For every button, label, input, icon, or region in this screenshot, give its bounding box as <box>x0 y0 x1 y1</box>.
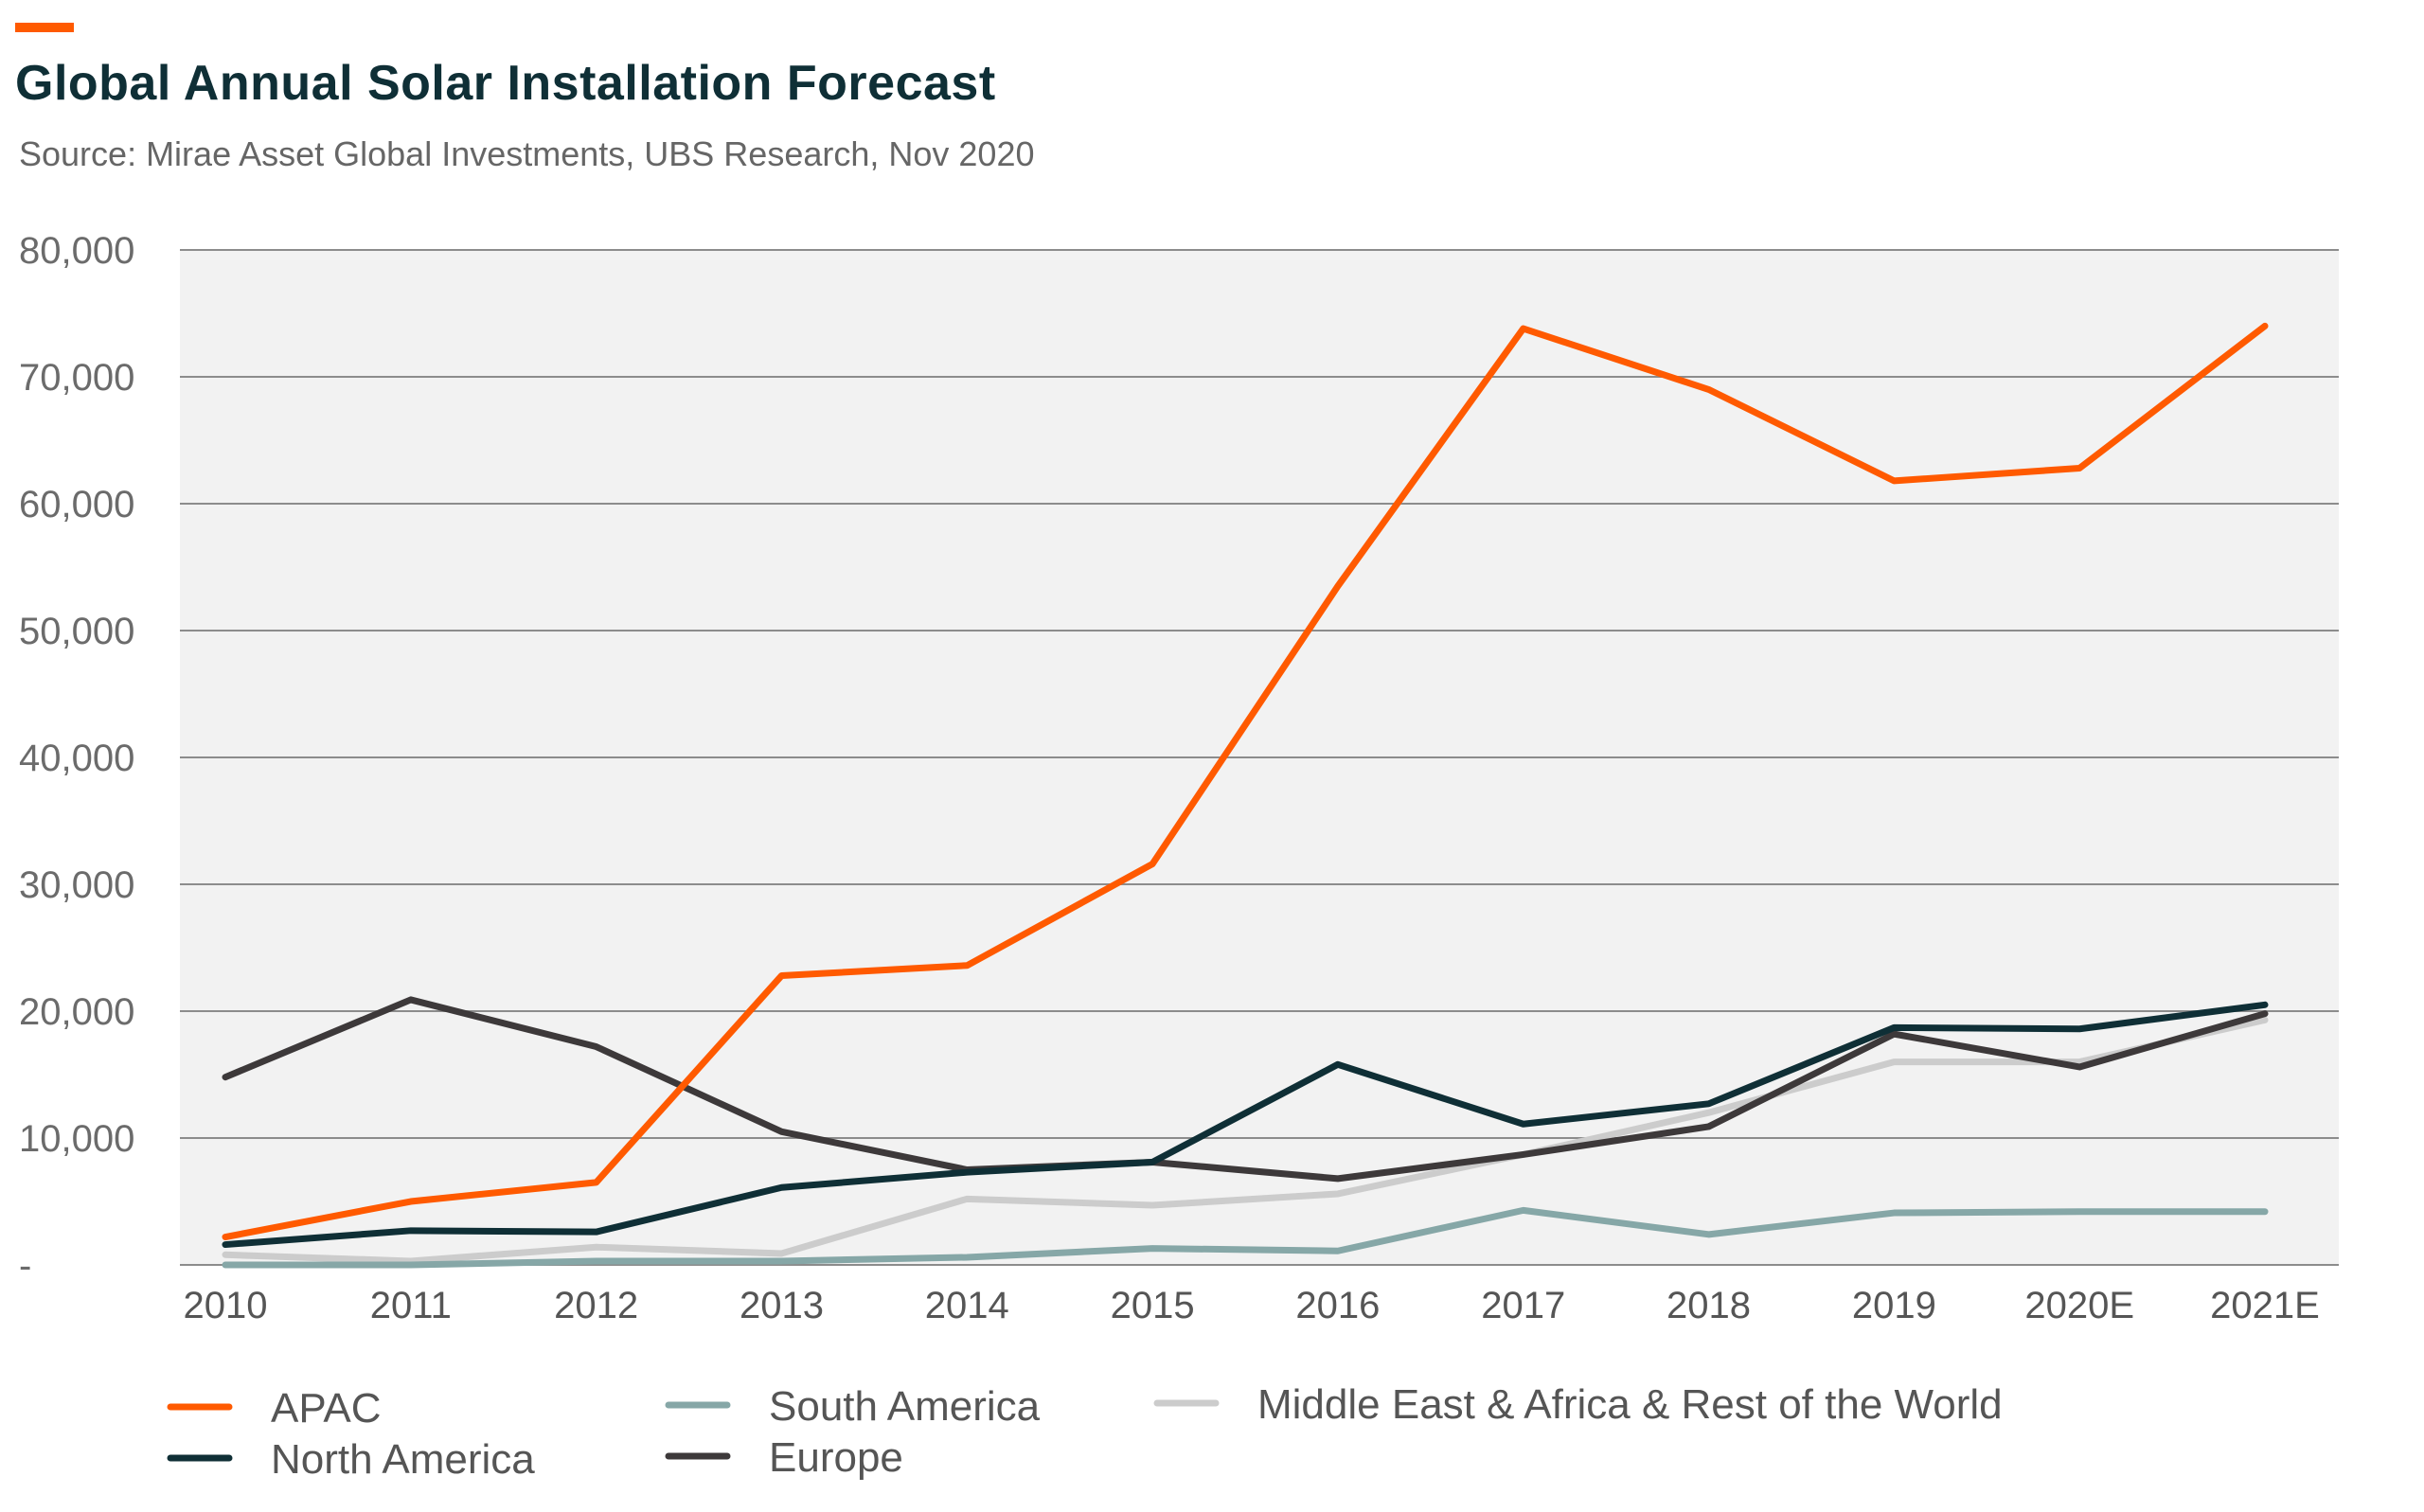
x-tick-label: 2015 <box>1111 1285 1195 1326</box>
legend-label: Europe <box>769 1434 903 1481</box>
x-tick-label: 2010 <box>184 1285 268 1326</box>
y-tick-label: 30,000 <box>19 864 134 906</box>
x-tick-label: 2017 <box>1481 1285 1565 1326</box>
y-axis: - 10,000 20,000 30,000 40,000 50,000 60,000 70,… <box>19 230 134 1287</box>
y-tick-label: 70,000 <box>19 357 134 399</box>
y-tick-label: 60,000 <box>19 484 134 525</box>
accent-bar <box>15 23 74 32</box>
legend-label: North America <box>271 1436 535 1483</box>
x-tick-label: 2019 <box>1852 1285 1936 1326</box>
y-tick-label: 50,000 <box>19 611 134 652</box>
x-tick-label: 2021E <box>2210 1285 2320 1326</box>
x-tick-label: 2018 <box>1666 1285 1751 1326</box>
series-line <box>222 1001 2269 1249</box>
legend-label: Middle East & Africa & Rest of the World <box>1257 1381 2003 1428</box>
series-line <box>222 1206 2269 1269</box>
x-tick-label: 2016 <box>1295 1285 1380 1326</box>
gridlines <box>180 249 2339 1266</box>
legend-label: APAC <box>271 1385 382 1432</box>
series-line <box>222 322 2269 1241</box>
legend-label: South America <box>769 1383 1041 1430</box>
x-axis: 2010 2011 2012 2013 2014 2015 2016 2017 2018 2019… <box>184 1285 2320 1326</box>
series-lines <box>222 322 2269 1269</box>
x-tick-label: 2020E <box>2024 1285 2134 1326</box>
y-tick-label: - <box>19 1245 31 1287</box>
y-tick-label: 80,000 <box>19 230 134 272</box>
y-tick-label: 20,000 <box>19 991 134 1033</box>
x-tick-label: 2014 <box>925 1285 1009 1326</box>
series-line <box>222 996 2269 1183</box>
x-tick-label: 2011 <box>370 1285 452 1326</box>
y-tick-label: 10,000 <box>19 1118 134 1160</box>
y-tick-label: 40,000 <box>19 738 134 779</box>
chart-title: Global Annual Solar Installation Forecas… <box>15 56 996 111</box>
x-tick-label: 2012 <box>554 1285 638 1326</box>
series-line <box>222 1016 2269 1265</box>
x-tick-label: 2013 <box>740 1285 824 1326</box>
chart-source: Source: Mirae Asset Global Investments, … <box>19 134 1035 173</box>
